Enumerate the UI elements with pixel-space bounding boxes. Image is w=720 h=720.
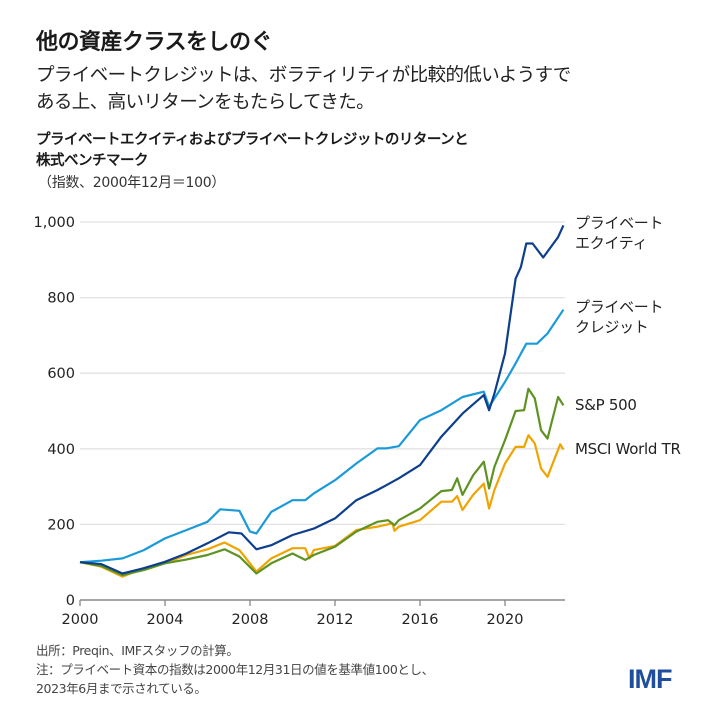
series-line-msci-world-tr (79, 434, 565, 578)
x-tick-label: 2020 (487, 612, 524, 628)
legend-label-msci: MSCI World TR (575, 440, 681, 458)
subtitle-line-2: ある上、高いリターンをもたらしてきた。 (36, 92, 375, 113)
legend-label-private-equity: プライベート エクイティ (575, 213, 664, 253)
legend-label-private-credit: プライベート クレジット (575, 297, 664, 337)
series-line-private-equity (79, 224, 565, 575)
legend-label-sp500: S&P 500 (575, 396, 637, 414)
y-tick-label: 400 (47, 442, 75, 458)
legend-label-line: エクイティ (575, 234, 648, 252)
x-tick-label: 2012 (317, 612, 354, 628)
subtitle-line-1: プライベートクレジットは、ボラティリティが比較的低いようすで (36, 65, 571, 86)
legend-label-line: クレジット (575, 318, 649, 336)
y-tick-label: 1,000 (33, 215, 75, 231)
series-line-sp500 (79, 387, 565, 577)
y-tick-label: 800 (47, 291, 75, 307)
chart-title-line-2: 株式ベンチマーク (36, 153, 149, 169)
x-tick-label: 2016 (402, 612, 439, 628)
footnote-line-2: 2023年6月まで示されている。 (36, 681, 207, 696)
y-tick-label: 600 (47, 366, 75, 382)
imf-logo: IMF (628, 664, 672, 694)
legend-label-line: プライベート (575, 298, 664, 316)
chart-title-line-1: プライベートエクイティおよびプライベートクレジットのリターンと (36, 132, 469, 148)
x-tick-label: 2004 (147, 612, 184, 628)
x-tick-label: 2000 (62, 612, 99, 628)
y-tick-label: 200 (47, 517, 75, 533)
footnote-line-1: 注：プライベート資本の指数は2000年12月31日の値を基準値100とし、 (36, 662, 434, 677)
series-line-private-credit (79, 309, 565, 564)
legend-label-line: プライベート (575, 214, 664, 232)
chart-unit: （指数、2000年12月＝100） (38, 175, 226, 191)
page-title: 他の資産クラスをしのぐ (36, 30, 273, 55)
x-tick-label: 2008 (232, 612, 269, 628)
y-tick-label: 0 (66, 593, 75, 609)
source-note: 出所：Preqin、IMFスタッフの計算。 (36, 643, 239, 658)
